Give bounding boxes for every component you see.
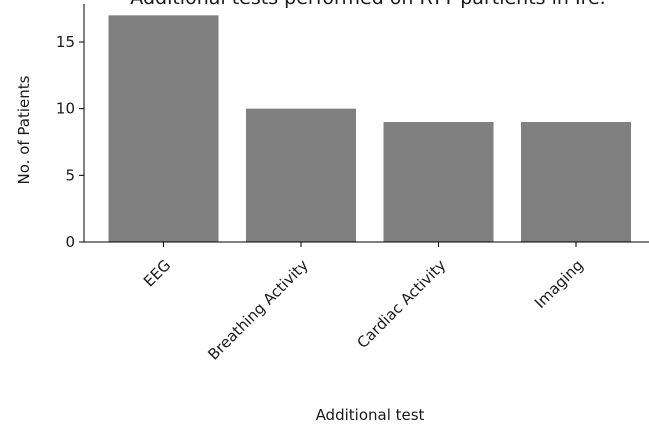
y-tick-label: 15 <box>56 33 75 51</box>
bar-cardiac-activity <box>383 122 494 242</box>
x-tick-label: EEG <box>140 256 174 290</box>
x-axis-label: Additional test <box>316 406 425 424</box>
y-tick-label: 0 <box>65 233 75 251</box>
bar-breathing-activity <box>246 108 356 243</box>
x-axis-ticks: EEG Breathing Activity Cardiac Activity Ima… <box>140 242 587 364</box>
y-tick-label: 10 <box>56 100 75 118</box>
x-tick-label: Cardiac Activity <box>353 256 449 352</box>
y-axis-ticks: 0 5 10 15 <box>56 33 84 251</box>
bar-imaging <box>521 122 631 242</box>
bar-eeg <box>108 15 219 243</box>
y-tick-label: 5 <box>65 166 75 184</box>
chart-title: Additional tests performed on RTT partie… <box>130 0 605 9</box>
bars <box>108 15 631 243</box>
x-tick-label: Breathing Activity <box>204 256 312 364</box>
x-tick-label: Imaging <box>531 256 587 312</box>
y-axis-label: No. of Patients <box>15 75 33 184</box>
